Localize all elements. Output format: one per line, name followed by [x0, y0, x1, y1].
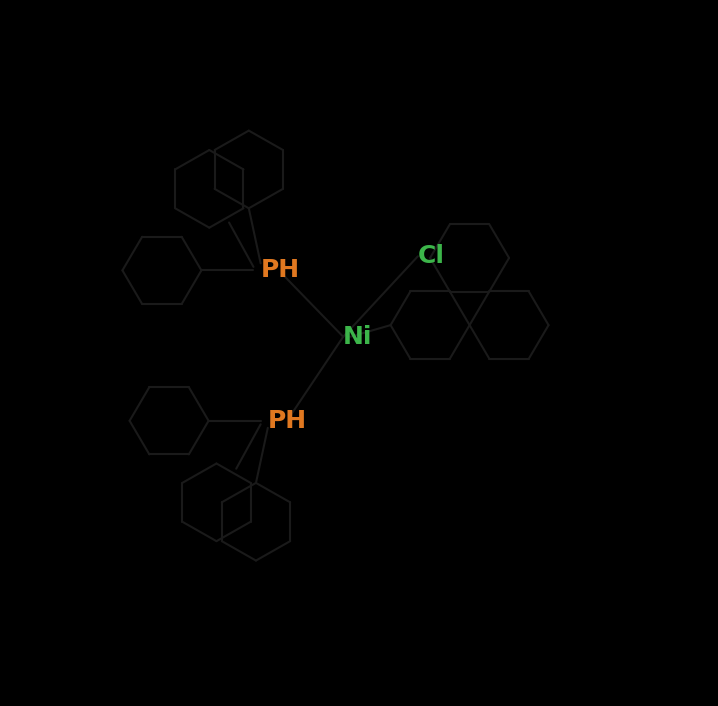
Text: Ni: Ni	[343, 325, 373, 349]
Text: PH: PH	[268, 409, 307, 433]
Text: Cl: Cl	[418, 244, 445, 268]
Text: PH: PH	[261, 258, 299, 282]
